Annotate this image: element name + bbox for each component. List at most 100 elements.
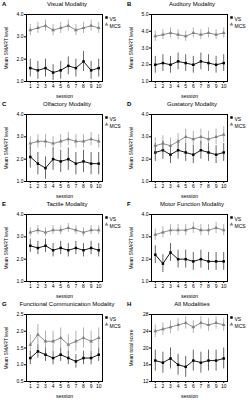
svg-text:MCS: MCS [110, 323, 122, 329]
svg-text:3: 3 [169, 383, 172, 389]
svg-text:4: 4 [177, 83, 180, 89]
svg-text:MCS: MCS [110, 23, 122, 29]
svg-text:5: 5 [59, 83, 62, 89]
svg-text:5: 5 [184, 183, 187, 189]
svg-text:1.0: 1.0 [142, 278, 149, 284]
svg-text:2: 2 [37, 383, 40, 389]
svg-text:MCS: MCS [110, 123, 122, 129]
svg-text:5: 5 [184, 383, 187, 389]
svg-text:10: 10 [96, 83, 102, 89]
svg-text:8: 8 [82, 283, 85, 289]
svg-text:2.0: 2.0 [17, 56, 24, 62]
svg-text:MCS: MCS [110, 223, 122, 229]
svg-text:4.0: 4.0 [142, 28, 149, 34]
svg-text:VS: VS [110, 16, 117, 22]
svg-text:4: 4 [177, 383, 180, 389]
svg-text:5: 5 [59, 283, 62, 289]
svg-text:3: 3 [44, 283, 47, 289]
svg-text:2.0: 2.0 [142, 61, 149, 67]
svg-text:2: 2 [162, 283, 165, 289]
svg-text:12: 12 [143, 378, 149, 384]
svg-text:VS: VS [235, 116, 242, 122]
svg-text:1.0: 1.0 [17, 278, 24, 284]
svg-text:Mean SMART level: Mean SMART level [3, 327, 9, 370]
svg-text:Mean total score: Mean total score [128, 329, 134, 366]
svg-text:4: 4 [52, 283, 55, 289]
svg-text:6: 6 [67, 283, 70, 289]
svg-text:24: 24 [143, 328, 149, 334]
svg-text:9: 9 [215, 383, 218, 389]
svg-text:3.0: 3.0 [17, 33, 24, 39]
svg-text:VS: VS [110, 216, 117, 222]
svg-text:2.0: 2.0 [142, 256, 149, 262]
svg-text:2: 2 [162, 83, 165, 89]
svg-text:1.5: 1.5 [17, 345, 24, 351]
svg-text:9: 9 [90, 383, 93, 389]
svg-text:6: 6 [192, 183, 195, 189]
svg-text:2.5: 2.5 [17, 311, 24, 317]
svg-text:10: 10 [221, 83, 227, 89]
svg-text:7: 7 [75, 83, 78, 89]
svg-text:1: 1 [29, 283, 32, 289]
svg-text:4: 4 [52, 383, 55, 389]
svg-text:session: session [181, 393, 198, 399]
svg-text:6: 6 [192, 83, 195, 89]
svg-text:4: 4 [52, 83, 55, 89]
svg-text:1: 1 [29, 83, 32, 89]
svg-text:3: 3 [44, 383, 47, 389]
svg-text:10: 10 [96, 183, 102, 189]
svg-text:4.0: 4.0 [17, 111, 24, 117]
svg-text:8: 8 [207, 83, 210, 89]
svg-text:VS: VS [235, 316, 242, 322]
svg-text:2: 2 [37, 83, 40, 89]
svg-text:9: 9 [215, 283, 218, 289]
svg-text:1: 1 [154, 283, 157, 289]
svg-text:Mean SMART level: Mean SMART level [3, 127, 9, 170]
svg-text:2.0: 2.0 [17, 328, 24, 334]
svg-text:7: 7 [75, 183, 78, 189]
svg-text:3.0: 3.0 [142, 133, 149, 139]
svg-text:4.0: 4.0 [142, 111, 149, 117]
svg-text:1: 1 [154, 183, 157, 189]
svg-text:9: 9 [215, 183, 218, 189]
svg-text:20: 20 [143, 345, 149, 351]
svg-text:3: 3 [44, 83, 47, 89]
svg-text:3: 3 [44, 183, 47, 189]
svg-text:4.0: 4.0 [142, 211, 149, 217]
svg-text:9: 9 [215, 83, 218, 89]
svg-text:7: 7 [200, 383, 203, 389]
svg-text:4: 4 [52, 183, 55, 189]
svg-text:Mean SMART level: Mean SMART level [128, 27, 134, 70]
svg-text:3: 3 [169, 183, 172, 189]
svg-text:6: 6 [192, 283, 195, 289]
svg-text:1: 1 [29, 183, 32, 189]
svg-text:3: 3 [169, 83, 172, 89]
svg-text:2: 2 [37, 183, 40, 189]
svg-text:session: session [56, 393, 73, 399]
svg-text:1: 1 [154, 383, 157, 389]
svg-text:7: 7 [200, 83, 203, 89]
svg-text:3.0: 3.0 [17, 233, 24, 239]
svg-text:MCS: MCS [235, 23, 247, 29]
svg-text:session: session [181, 293, 198, 299]
svg-text:9: 9 [90, 83, 93, 89]
svg-text:7: 7 [200, 183, 203, 189]
svg-text:8: 8 [207, 283, 210, 289]
svg-text:9: 9 [90, 283, 93, 289]
svg-text:session: session [56, 293, 73, 299]
svg-text:Mean SMART level: Mean SMART level [3, 227, 9, 270]
svg-text:8: 8 [82, 383, 85, 389]
svg-text:1.0: 1.0 [142, 178, 149, 184]
svg-text:10: 10 [221, 283, 227, 289]
svg-text:0.5: 0.5 [17, 378, 24, 384]
svg-text:2.0: 2.0 [17, 256, 24, 262]
svg-text:3.0: 3.0 [142, 45, 149, 51]
svg-text:8: 8 [207, 183, 210, 189]
svg-text:VS: VS [110, 316, 117, 322]
svg-text:Mean SMART level: Mean SMART level [128, 127, 134, 170]
svg-text:1: 1 [154, 83, 157, 89]
svg-text:5: 5 [184, 283, 187, 289]
svg-text:2.0: 2.0 [17, 156, 24, 162]
svg-text:10: 10 [96, 383, 102, 389]
svg-text:5: 5 [184, 83, 187, 89]
